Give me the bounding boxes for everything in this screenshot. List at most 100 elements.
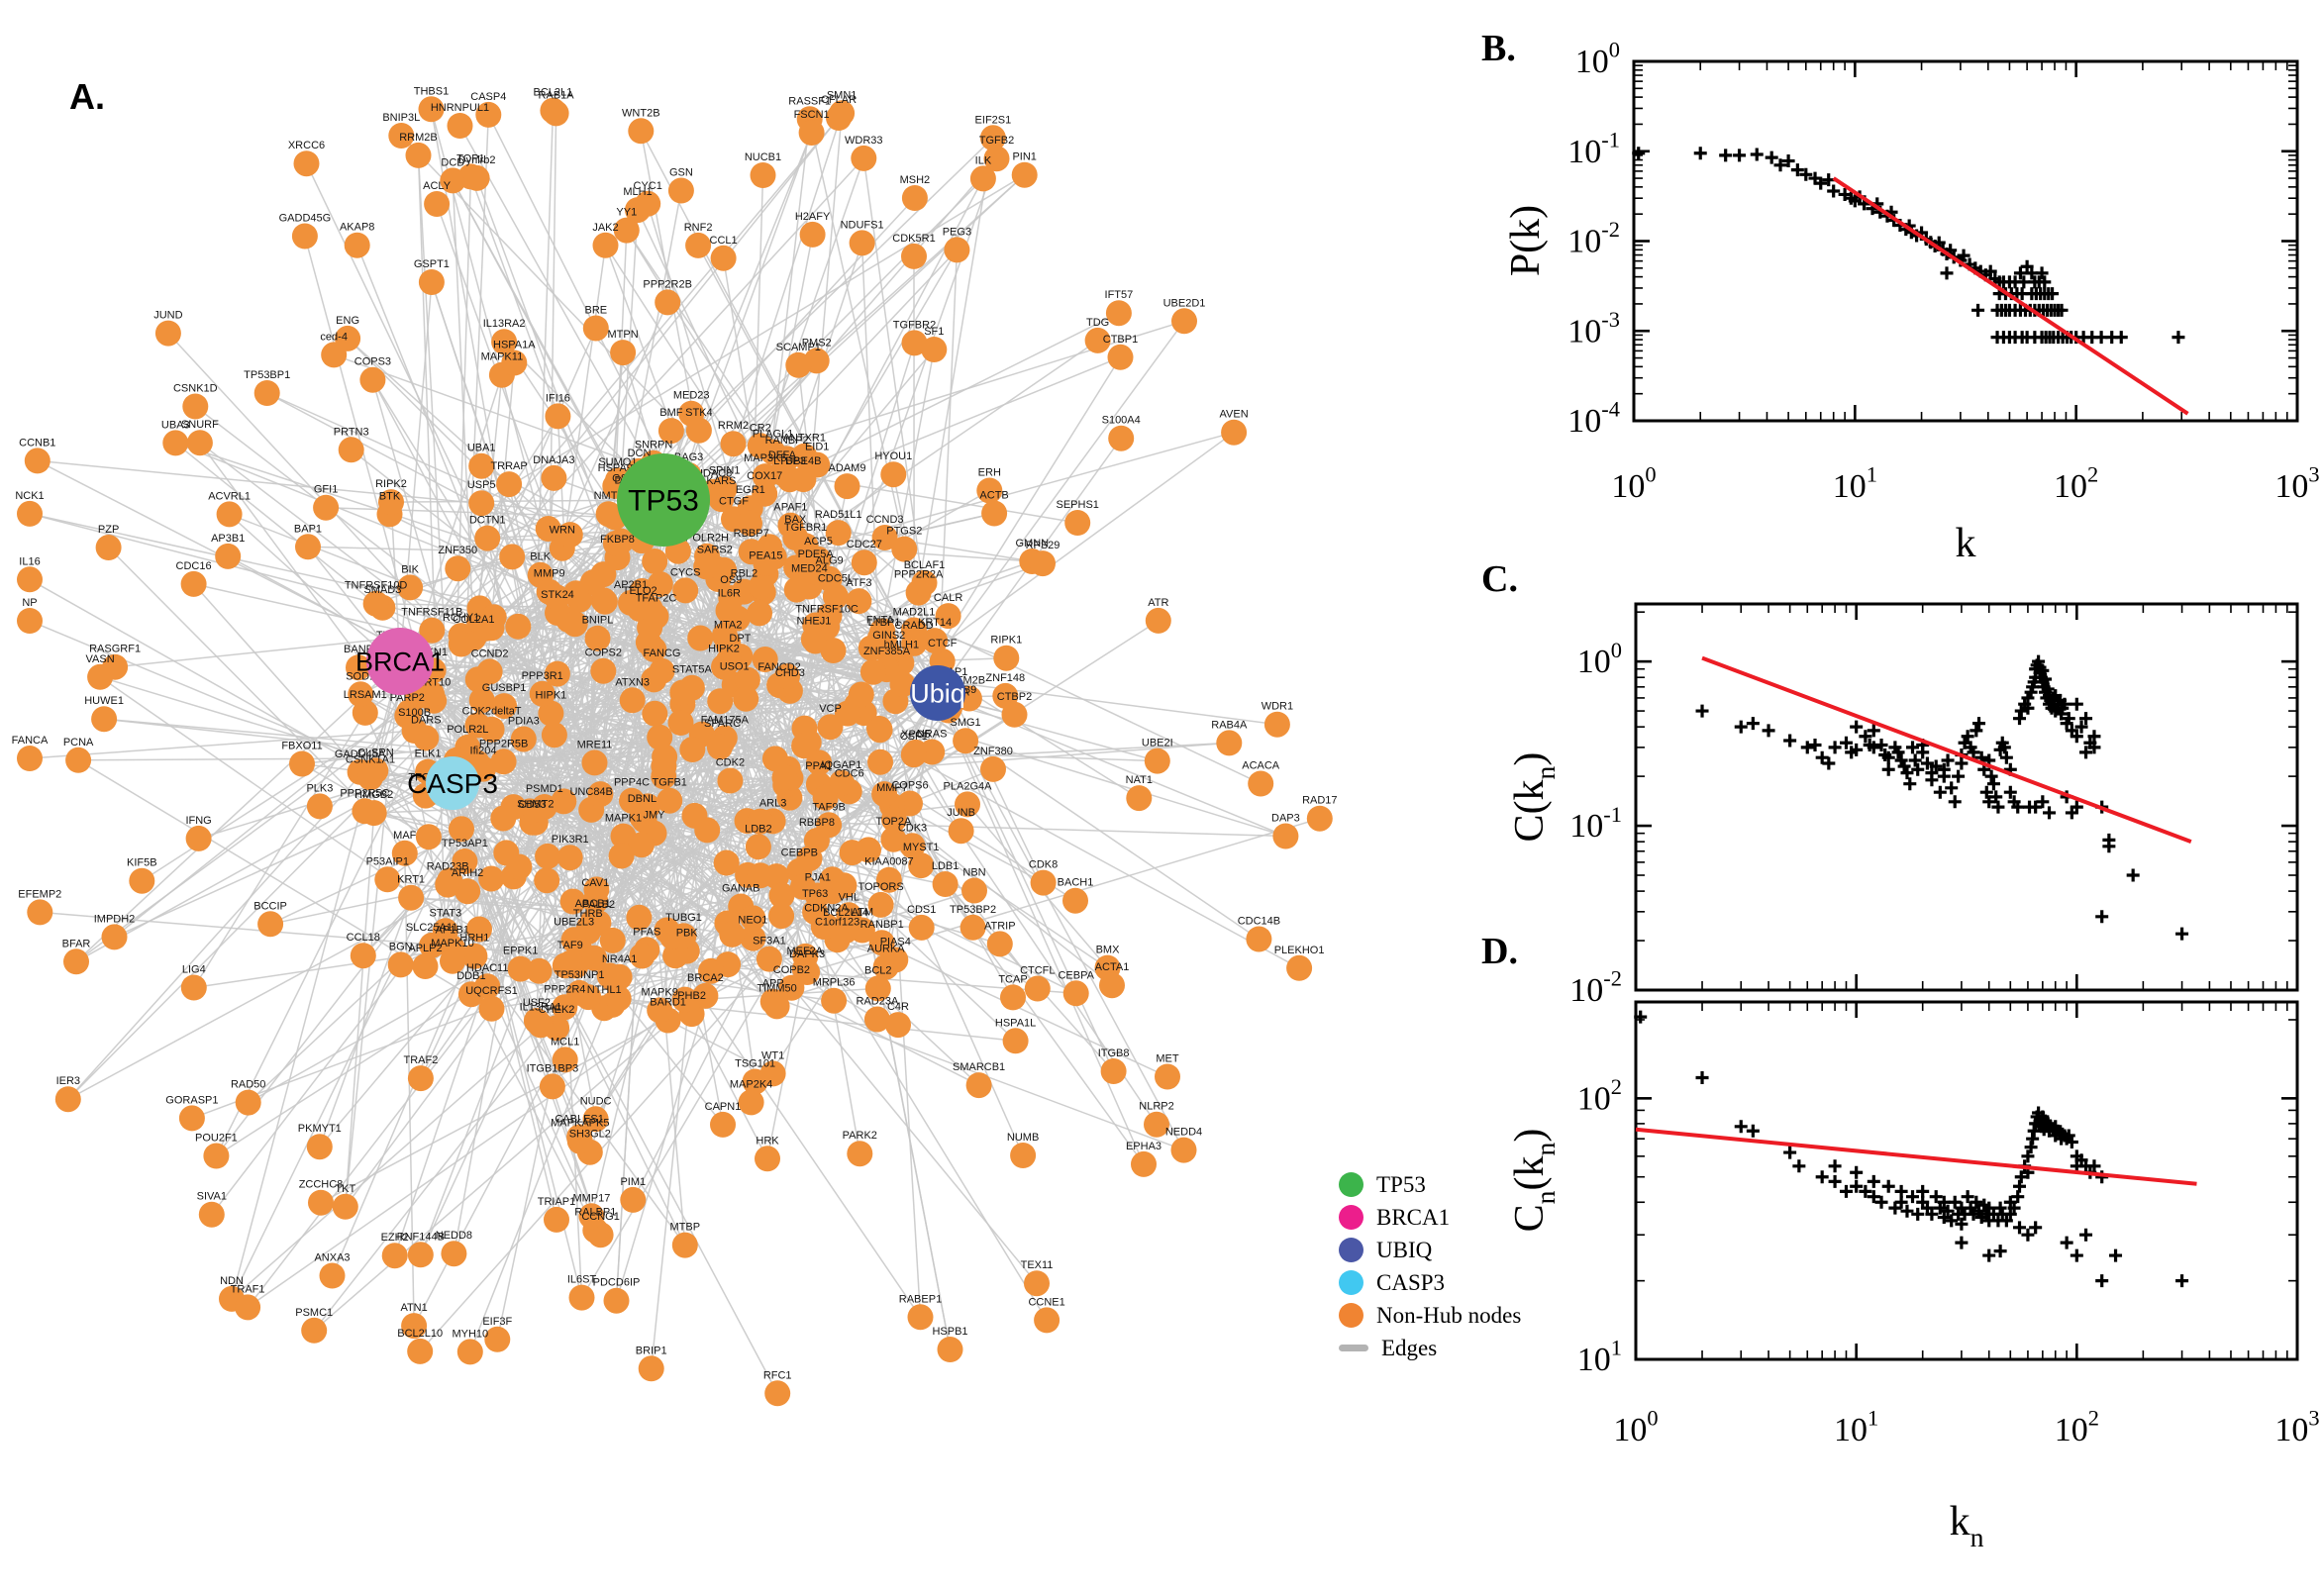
y-tick-label: 100 [1577, 638, 1622, 680]
network-node-label: MAPK11 [481, 351, 524, 363]
network-node [737, 510, 762, 537]
network-node-label: ZNF350 [438, 545, 477, 556]
network-node [778, 974, 805, 1001]
scatter-marker [1874, 1195, 1888, 1209]
network-node-label: FANCD2 [758, 661, 800, 673]
network-node-label: CYC1 [634, 180, 662, 192]
network-node-label: FANCA [12, 735, 49, 747]
network-node-label: PJA1 [805, 872, 831, 884]
scatter-marker [2038, 275, 2052, 289]
network-node-label: EPHA3 [1126, 1141, 1162, 1152]
network-node [635, 190, 661, 217]
network-node [849, 230, 875, 256]
network-node [961, 877, 987, 904]
network-node-label: RBBP7 [734, 528, 769, 540]
network-node [631, 807, 657, 834]
network-node [510, 726, 537, 752]
network-node-label: H2AFY [795, 211, 831, 223]
hub-node-casp3 [426, 756, 479, 810]
network-node-label: KRT14 [918, 617, 952, 629]
network-node [642, 700, 668, 727]
network-node [357, 764, 383, 791]
network-node [551, 788, 577, 815]
network-edge [399, 556, 618, 662]
network-node-label: RANBP1 [860, 919, 904, 931]
network-node [424, 191, 451, 217]
network-node-label: CR2 [750, 422, 771, 434]
network-node-label: RABEP1 [899, 1293, 942, 1305]
scatter-marker [1808, 739, 1822, 752]
network-node [87, 663, 114, 690]
edge-swatch-icon [1339, 1345, 1368, 1351]
network-node-label: CASP4 [470, 91, 506, 103]
network-node [937, 1337, 963, 1362]
network-node-label: DNAJA3 [533, 454, 574, 466]
network-node-label: WNT2B [622, 107, 660, 119]
network-node-label: CDKN2A [804, 903, 849, 915]
scatter-marker [1695, 1070, 1709, 1084]
network-node-label: KIAA0087 [864, 856, 914, 868]
scatter-marker [1957, 249, 1970, 262]
network-edge [937, 692, 1185, 1150]
network-node-label: TP53AP1 [442, 838, 488, 849]
network-node-label: RIPK1 [990, 635, 1022, 647]
y-axis-title: P(k) [1503, 205, 1549, 276]
legend-item-ubiq: UBIQ [1339, 1234, 1521, 1266]
scatter-marker [2070, 697, 2083, 711]
network-edge [766, 968, 806, 1159]
network-node-label: MAD2L1 [893, 607, 936, 619]
network-hubs: TP53 BRCA1 Ubiq CASP3 [355, 453, 965, 810]
network-edge [667, 1019, 773, 1075]
y-tick-label: 10-3 [1567, 307, 1620, 349]
scatter-marker [2007, 1201, 2021, 1215]
network-node [1170, 1137, 1197, 1163]
network-node-label: NDUFS1 [841, 219, 884, 231]
network-node [587, 781, 614, 808]
network-node [711, 556, 738, 583]
network-node-label: BNIPL [582, 615, 614, 627]
network-edge [369, 776, 576, 966]
network-node [638, 1355, 664, 1382]
network-node-label: RAD23A [857, 996, 899, 1008]
network-node-label: USP5 [467, 479, 496, 491]
network-node-label: LRSAM1 [344, 689, 387, 701]
network-node-label: BRE [584, 305, 607, 317]
network-node-label: KRT1 [397, 874, 425, 886]
network-node-label: RAD50 [231, 1079, 265, 1091]
network-node-label: MMP7 [876, 782, 908, 794]
network-node [381, 1243, 408, 1269]
network-node-label: TP53INP1 [555, 969, 605, 981]
network-node [528, 1012, 554, 1039]
network-node-label: UBE2I [1142, 738, 1173, 749]
y-tick-label: 10-1 [1569, 802, 1622, 845]
network-node [185, 825, 212, 851]
network-node-label: NTHL1 [587, 984, 622, 996]
network-node-label: ADAM9 [829, 462, 866, 474]
scatter-marker [1982, 1248, 1996, 1262]
network-node [405, 142, 432, 168]
scatter-marker [1991, 800, 2005, 814]
network-node-label: PKMYT1 [298, 1123, 342, 1135]
network-node [605, 985, 632, 1012]
scatter-marker [2095, 910, 2109, 924]
scatter-marker [1961, 730, 1974, 744]
network-node-label: TUBG1 [665, 912, 702, 924]
network-node-label: NR4A1 [602, 953, 637, 965]
scatter-marker [1859, 1184, 1872, 1198]
network-node-label: DDB1 [456, 970, 485, 982]
network-node [1084, 327, 1111, 353]
network-node-label: PCNA [63, 737, 94, 748]
network-node-label: ENG [336, 315, 359, 327]
scatter-marker [1940, 266, 1954, 280]
network-node [1064, 510, 1091, 536]
network-node-label: VASN [86, 653, 115, 665]
network-node [352, 798, 378, 825]
network-node-label: UQCRFS1 [465, 985, 518, 997]
network-node [468, 687, 495, 714]
network-node [1100, 1058, 1127, 1084]
network-node [820, 638, 847, 663]
network-edge [345, 901, 574, 1208]
network-node-label: COPS6 [891, 780, 928, 792]
network-node-label: PMS2 [802, 337, 832, 349]
scatter-marker [2036, 663, 2050, 677]
